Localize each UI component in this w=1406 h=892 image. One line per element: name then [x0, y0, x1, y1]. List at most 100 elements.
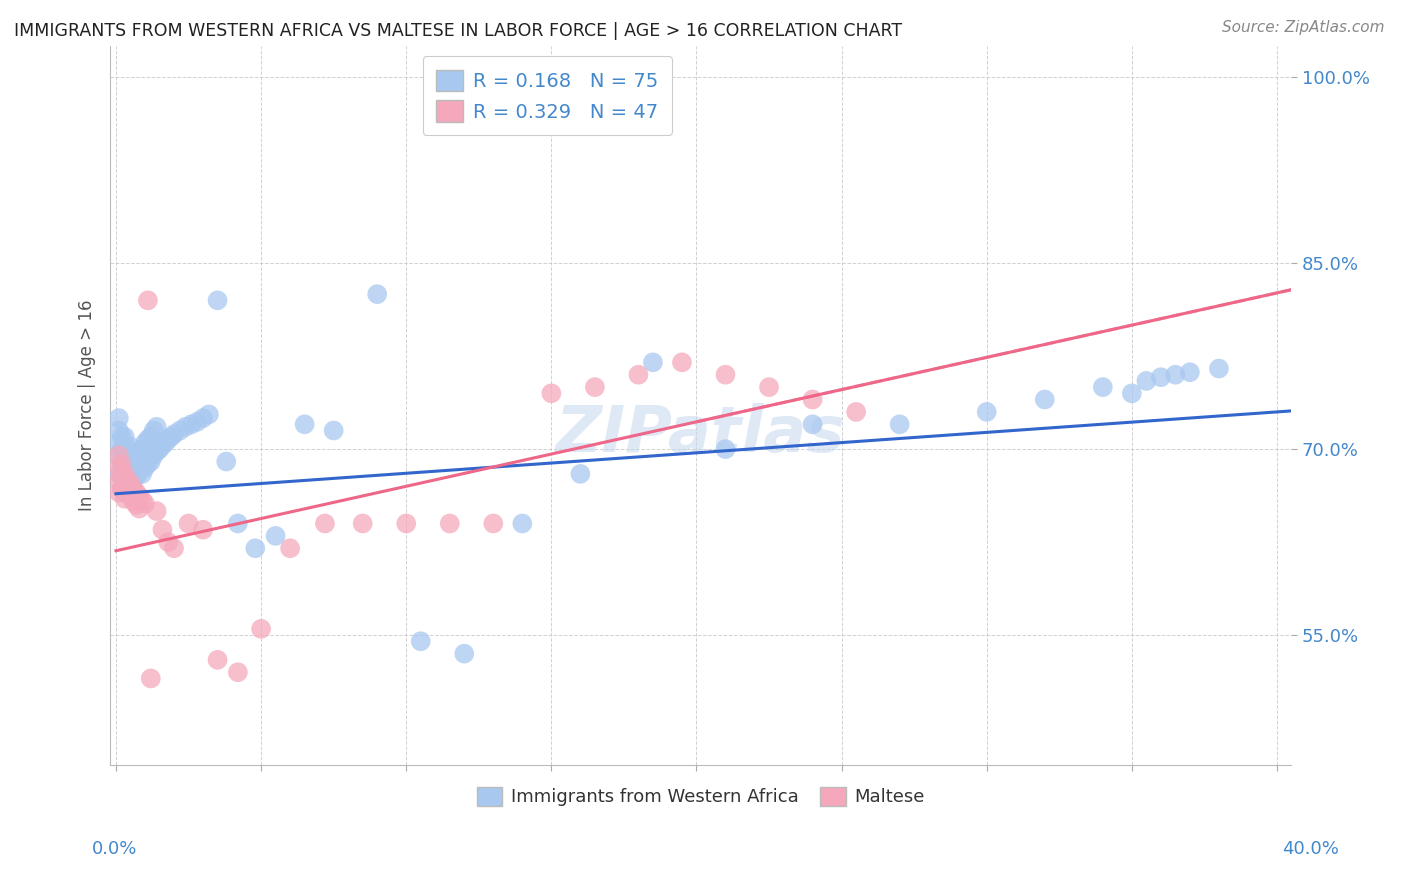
- Point: [114, 467, 136, 481]
- Point: [845, 405, 868, 419]
- Point: [114, 479, 136, 493]
- Point: [136, 457, 159, 471]
- Point: [226, 516, 249, 531]
- Point: [134, 460, 156, 475]
- Point: [395, 516, 418, 531]
- Point: [122, 494, 145, 508]
- Point: [114, 485, 136, 500]
- Point: [111, 469, 134, 483]
- Point: [366, 287, 388, 301]
- Point: [114, 430, 136, 444]
- Point: [128, 489, 150, 503]
- Y-axis label: In Labor Force | Age > 16: In Labor Force | Age > 16: [79, 300, 96, 511]
- Point: [758, 380, 780, 394]
- Point: [152, 523, 174, 537]
- Point: [122, 473, 145, 487]
- Point: [117, 479, 139, 493]
- Point: [136, 293, 159, 308]
- Point: [264, 529, 287, 543]
- Point: [108, 485, 131, 500]
- Point: [142, 424, 165, 438]
- Point: [250, 622, 273, 636]
- Point: [714, 442, 737, 456]
- Point: [1121, 386, 1143, 401]
- Point: [627, 368, 650, 382]
- Point: [1150, 370, 1173, 384]
- Point: [139, 454, 162, 468]
- Point: [108, 467, 131, 481]
- Point: [148, 442, 170, 456]
- Point: [108, 473, 131, 487]
- Point: [111, 430, 134, 444]
- Point: [125, 498, 148, 512]
- Point: [215, 454, 238, 468]
- Point: [111, 482, 134, 496]
- Point: [145, 504, 167, 518]
- Point: [569, 467, 592, 481]
- Point: [125, 448, 148, 462]
- Point: [1208, 361, 1230, 376]
- Point: [160, 430, 183, 444]
- Point: [128, 501, 150, 516]
- Point: [111, 469, 134, 483]
- Point: [245, 541, 267, 556]
- Point: [671, 355, 693, 369]
- Point: [163, 427, 186, 442]
- Point: [139, 672, 162, 686]
- Point: [186, 415, 208, 429]
- Point: [131, 442, 153, 456]
- Point: [142, 448, 165, 462]
- Point: [125, 485, 148, 500]
- Point: [801, 392, 824, 407]
- Point: [108, 448, 131, 462]
- Point: [294, 417, 316, 432]
- Point: [114, 491, 136, 506]
- Point: [122, 452, 145, 467]
- Point: [120, 440, 142, 454]
- Point: [191, 411, 214, 425]
- Point: [111, 457, 134, 471]
- Point: [198, 408, 221, 422]
- Point: [122, 482, 145, 496]
- Point: [108, 436, 131, 450]
- Point: [120, 489, 142, 503]
- Text: ZIPatlas: ZIPatlas: [557, 403, 845, 466]
- Text: 40.0%: 40.0%: [1282, 840, 1339, 858]
- Point: [177, 516, 200, 531]
- Point: [482, 516, 505, 531]
- Point: [120, 476, 142, 491]
- Point: [207, 293, 229, 308]
- Point: [114, 467, 136, 481]
- Point: [510, 516, 533, 531]
- Point: [139, 430, 162, 444]
- Point: [131, 492, 153, 507]
- Point: [439, 516, 461, 531]
- Point: [1178, 365, 1201, 379]
- Point: [111, 442, 134, 456]
- Point: [714, 368, 737, 382]
- Point: [1135, 374, 1157, 388]
- Point: [155, 436, 177, 450]
- Point: [207, 653, 229, 667]
- Point: [352, 516, 374, 531]
- Point: [641, 355, 664, 369]
- Point: [108, 460, 131, 475]
- Text: IMMIGRANTS FROM WESTERN AFRICA VS MALTESE IN LABOR FORCE | AGE > 16 CORRELATION : IMMIGRANTS FROM WESTERN AFRICA VS MALTES…: [14, 22, 903, 40]
- Point: [134, 497, 156, 511]
- Point: [1164, 368, 1187, 382]
- Point: [540, 386, 562, 401]
- Point: [169, 424, 191, 438]
- Point: [108, 424, 131, 438]
- Point: [889, 417, 911, 432]
- Point: [1033, 392, 1056, 407]
- Point: [157, 432, 180, 446]
- Legend: Immigrants from Western Africa, Maltese: Immigrants from Western Africa, Maltese: [465, 776, 936, 817]
- Point: [145, 419, 167, 434]
- Point: [278, 541, 301, 556]
- Point: [108, 448, 131, 462]
- Point: [145, 444, 167, 458]
- Point: [117, 485, 139, 500]
- Point: [163, 541, 186, 556]
- Text: 0.0%: 0.0%: [91, 840, 136, 858]
- Point: [583, 380, 606, 394]
